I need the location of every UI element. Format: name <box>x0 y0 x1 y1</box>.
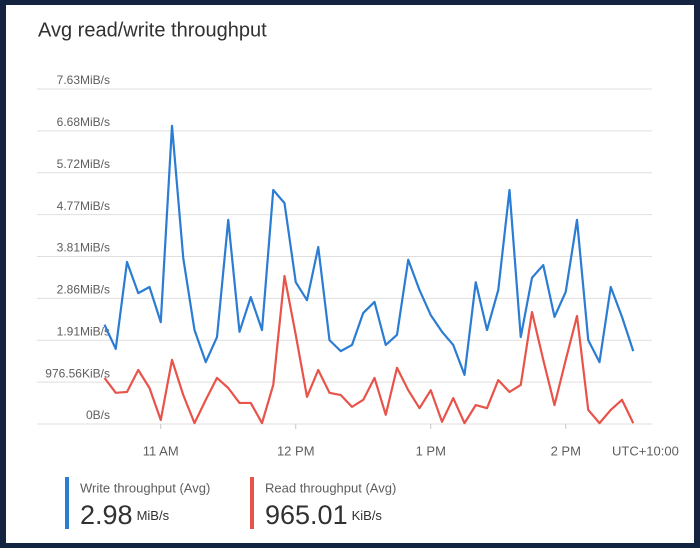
x-tick-label: 1 PM <box>416 443 446 458</box>
y-tick-label: 6.68MiB/s <box>57 115 110 129</box>
chart-title: Avg read/write throughput <box>38 19 267 41</box>
series-line <box>103 124 635 376</box>
y-tick-label: 0B/s <box>86 408 110 422</box>
x-tick-label: 12 PM <box>277 443 315 458</box>
series-line <box>103 274 635 425</box>
y-tick-label: 4.77MiB/s <box>57 199 110 213</box>
panel <box>6 5 694 543</box>
x-tick-label: 2 PM <box>551 443 581 458</box>
summary-value: 2.98 <box>80 500 133 530</box>
summary-unit: KiB/s <box>352 508 383 523</box>
summary-unit: MiB/s <box>137 508 170 523</box>
y-tick-label: 7.63MiB/s <box>57 73 110 87</box>
y-tick-label: 5.72MiB/s <box>57 157 110 171</box>
y-tick-label: 976.56KiB/s <box>45 366 110 380</box>
legend-swatch <box>250 477 254 529</box>
legend-swatch <box>65 477 69 529</box>
legend-summary: 965.01 KiB/s <box>265 500 382 530</box>
legend-label: Write throughput (Avg) <box>80 480 210 495</box>
y-tick-label: 3.81MiB/s <box>57 241 110 255</box>
legend-label: Read throughput (Avg) <box>265 480 396 495</box>
x-tick-label: 11 AM <box>143 443 179 458</box>
summary-value: 965.01 <box>265 500 348 530</box>
y-tick-label: 2.86MiB/s <box>57 283 110 297</box>
x-axis-label: UTC+10:00 <box>612 443 679 458</box>
y-tick-label: 1.91MiB/s <box>57 324 110 338</box>
legend-summary: 2.98 MiB/s <box>80 500 170 530</box>
